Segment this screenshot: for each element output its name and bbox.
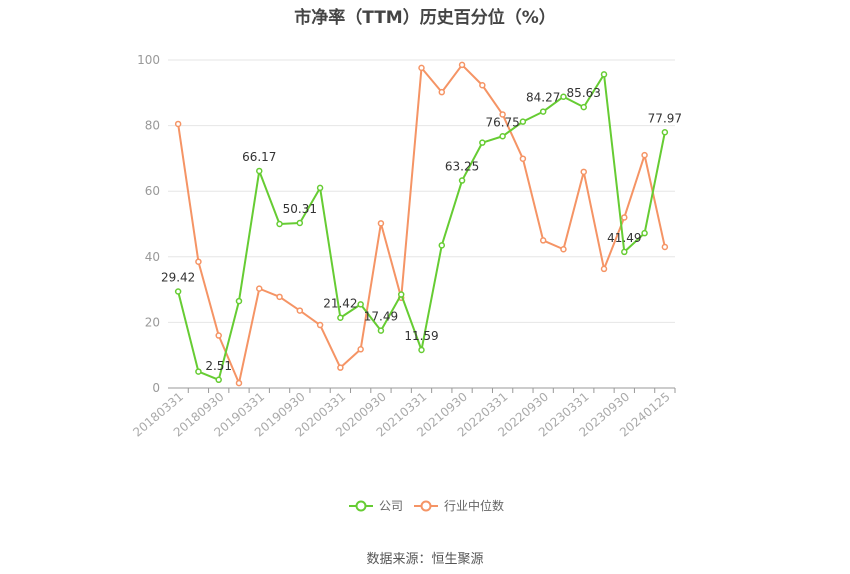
data-point — [296, 219, 304, 227]
data-point — [397, 291, 405, 298]
data-point — [276, 220, 283, 228]
data-label: 21.42 — [323, 297, 357, 311]
data-point — [215, 332, 222, 339]
data-point — [215, 376, 222, 384]
data-point — [195, 258, 202, 265]
data-point — [458, 177, 466, 184]
data-point — [316, 321, 324, 329]
data-point — [621, 214, 628, 221]
data-point — [560, 246, 567, 253]
data-point — [174, 288, 182, 295]
legend-label-company: 公司 — [379, 499, 403, 513]
data-label: 63.25 — [445, 160, 479, 174]
data-point — [661, 243, 669, 251]
data-point — [256, 285, 263, 292]
data-point — [235, 379, 243, 387]
data-point — [580, 168, 587, 176]
data-point — [316, 184, 324, 192]
data-point — [621, 248, 628, 256]
data-label: 76.75 — [485, 115, 519, 129]
y-tick-label: 60 — [145, 184, 160, 198]
data-point — [519, 118, 527, 125]
legend-label-industry-median: 行业中位数 — [444, 498, 504, 513]
data-point — [195, 368, 202, 375]
data-label: 11.59 — [404, 329, 438, 343]
data-point — [438, 242, 446, 249]
y-tick-label: 20 — [145, 315, 160, 329]
data-point — [539, 108, 547, 115]
data-point — [256, 167, 263, 175]
data-point — [479, 82, 486, 89]
data-label: 77.97 — [648, 111, 682, 125]
chart-title: 市净率（TTM）历史百分位（%） — [294, 8, 556, 28]
y-tick-label: 40 — [145, 250, 160, 264]
data-point — [377, 327, 385, 334]
data-source-note: 数据来源：恒生聚源 — [366, 552, 484, 567]
data-point — [560, 93, 567, 100]
data-point — [600, 265, 608, 273]
data-point — [296, 307, 304, 314]
data-point — [479, 139, 486, 146]
data-label: 66.17 — [242, 150, 276, 164]
data-label: 17.49 — [364, 310, 398, 324]
data-point — [661, 129, 669, 136]
y-tick-label: 100 — [137, 53, 160, 67]
data-point — [519, 155, 527, 162]
data-point — [174, 120, 182, 128]
data-point — [641, 151, 648, 159]
data-point — [235, 297, 243, 305]
data-point — [580, 103, 587, 111]
y-tick-label: 0 — [152, 381, 160, 395]
data-label: 85.63 — [567, 86, 601, 100]
data-point — [438, 88, 446, 96]
data-point — [600, 71, 608, 78]
data-label: 84.27 — [526, 91, 560, 105]
data-point — [357, 346, 364, 353]
data-label: 2.51 — [205, 359, 232, 373]
data-point — [276, 293, 283, 301]
data-point — [357, 301, 364, 308]
y-tick-label: 80 — [145, 119, 160, 133]
data-point — [641, 229, 648, 237]
legend-marker-industry-median — [420, 500, 432, 512]
data-point — [337, 364, 344, 371]
data-point — [458, 61, 466, 69]
data-point — [499, 133, 506, 140]
data-point — [337, 314, 344, 321]
data-label: 29.42 — [161, 271, 195, 285]
data-label: 50.31 — [283, 202, 317, 216]
data-point — [499, 111, 506, 118]
data-point — [418, 346, 425, 354]
data-point — [377, 220, 385, 227]
legend-marker-company — [355, 500, 367, 512]
data-point — [539, 237, 547, 244]
data-point — [418, 64, 425, 72]
data-label: 41.49 — [607, 231, 641, 245]
